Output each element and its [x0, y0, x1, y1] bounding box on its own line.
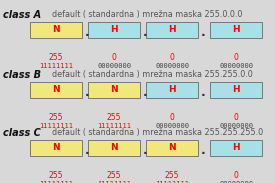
Text: N: N — [52, 25, 60, 35]
Text: 11111111: 11111111 — [97, 181, 131, 183]
Text: 0: 0 — [170, 113, 174, 122]
Text: .: . — [143, 85, 148, 98]
Text: .: . — [201, 25, 206, 38]
Text: N: N — [110, 85, 118, 94]
Text: 11111111: 11111111 — [155, 181, 189, 183]
Text: 00000000: 00000000 — [97, 63, 131, 69]
Text: 0: 0 — [112, 53, 116, 62]
Text: class A: class A — [3, 10, 41, 20]
Text: .: . — [201, 85, 206, 98]
Text: 00000000: 00000000 — [219, 123, 253, 129]
Text: 0: 0 — [233, 53, 238, 62]
Text: N: N — [52, 85, 60, 94]
Bar — [146, 140, 198, 156]
Bar — [88, 22, 140, 38]
Text: .: . — [85, 143, 90, 156]
Text: .: . — [85, 25, 90, 38]
Text: class C: class C — [3, 128, 41, 138]
Text: default ( standardna ) mrežna maska 255.255.0.0: default ( standardna ) mrežna maska 255.… — [52, 70, 253, 79]
Text: 00000000: 00000000 — [155, 123, 189, 129]
Text: H: H — [232, 25, 240, 35]
Bar — [30, 22, 82, 38]
Text: 0: 0 — [233, 171, 238, 180]
Text: H: H — [232, 85, 240, 94]
Text: 00000000: 00000000 — [219, 63, 253, 69]
Text: 11111111: 11111111 — [97, 123, 131, 129]
Text: 0: 0 — [233, 113, 238, 122]
Bar — [146, 82, 198, 98]
Text: 255: 255 — [107, 171, 121, 180]
Bar — [88, 140, 140, 156]
Text: default ( standardna ) mrežna maska 255.0.0.0: default ( standardna ) mrežna maska 255.… — [52, 10, 242, 19]
Bar — [30, 140, 82, 156]
Bar — [210, 140, 262, 156]
Text: 255: 255 — [107, 113, 121, 122]
Text: H: H — [168, 85, 176, 94]
Text: 255: 255 — [49, 113, 63, 122]
Bar — [210, 22, 262, 38]
Text: 255: 255 — [165, 171, 179, 180]
Text: H: H — [232, 143, 240, 152]
Text: class B: class B — [3, 70, 41, 80]
Text: 11111111: 11111111 — [39, 181, 73, 183]
Text: 255: 255 — [49, 53, 63, 62]
Text: H: H — [168, 25, 176, 35]
Bar — [210, 82, 262, 98]
Text: 00000000: 00000000 — [219, 181, 253, 183]
Text: .: . — [85, 85, 90, 98]
Text: H: H — [110, 25, 118, 35]
Text: 00000000: 00000000 — [155, 63, 189, 69]
Text: 11111111: 11111111 — [39, 123, 73, 129]
Text: .: . — [201, 143, 206, 156]
Bar — [146, 22, 198, 38]
Text: N: N — [168, 143, 176, 152]
Text: .: . — [143, 143, 148, 156]
Bar — [30, 82, 82, 98]
Text: 11111111: 11111111 — [39, 63, 73, 69]
Text: N: N — [110, 143, 118, 152]
Text: default ( standardna ) mrežna maska 255.255.255.0: default ( standardna ) mrežna maska 255.… — [52, 128, 263, 137]
Text: 0: 0 — [170, 53, 174, 62]
Text: .: . — [143, 25, 148, 38]
Text: 255: 255 — [49, 171, 63, 180]
Text: N: N — [52, 143, 60, 152]
Bar — [88, 82, 140, 98]
